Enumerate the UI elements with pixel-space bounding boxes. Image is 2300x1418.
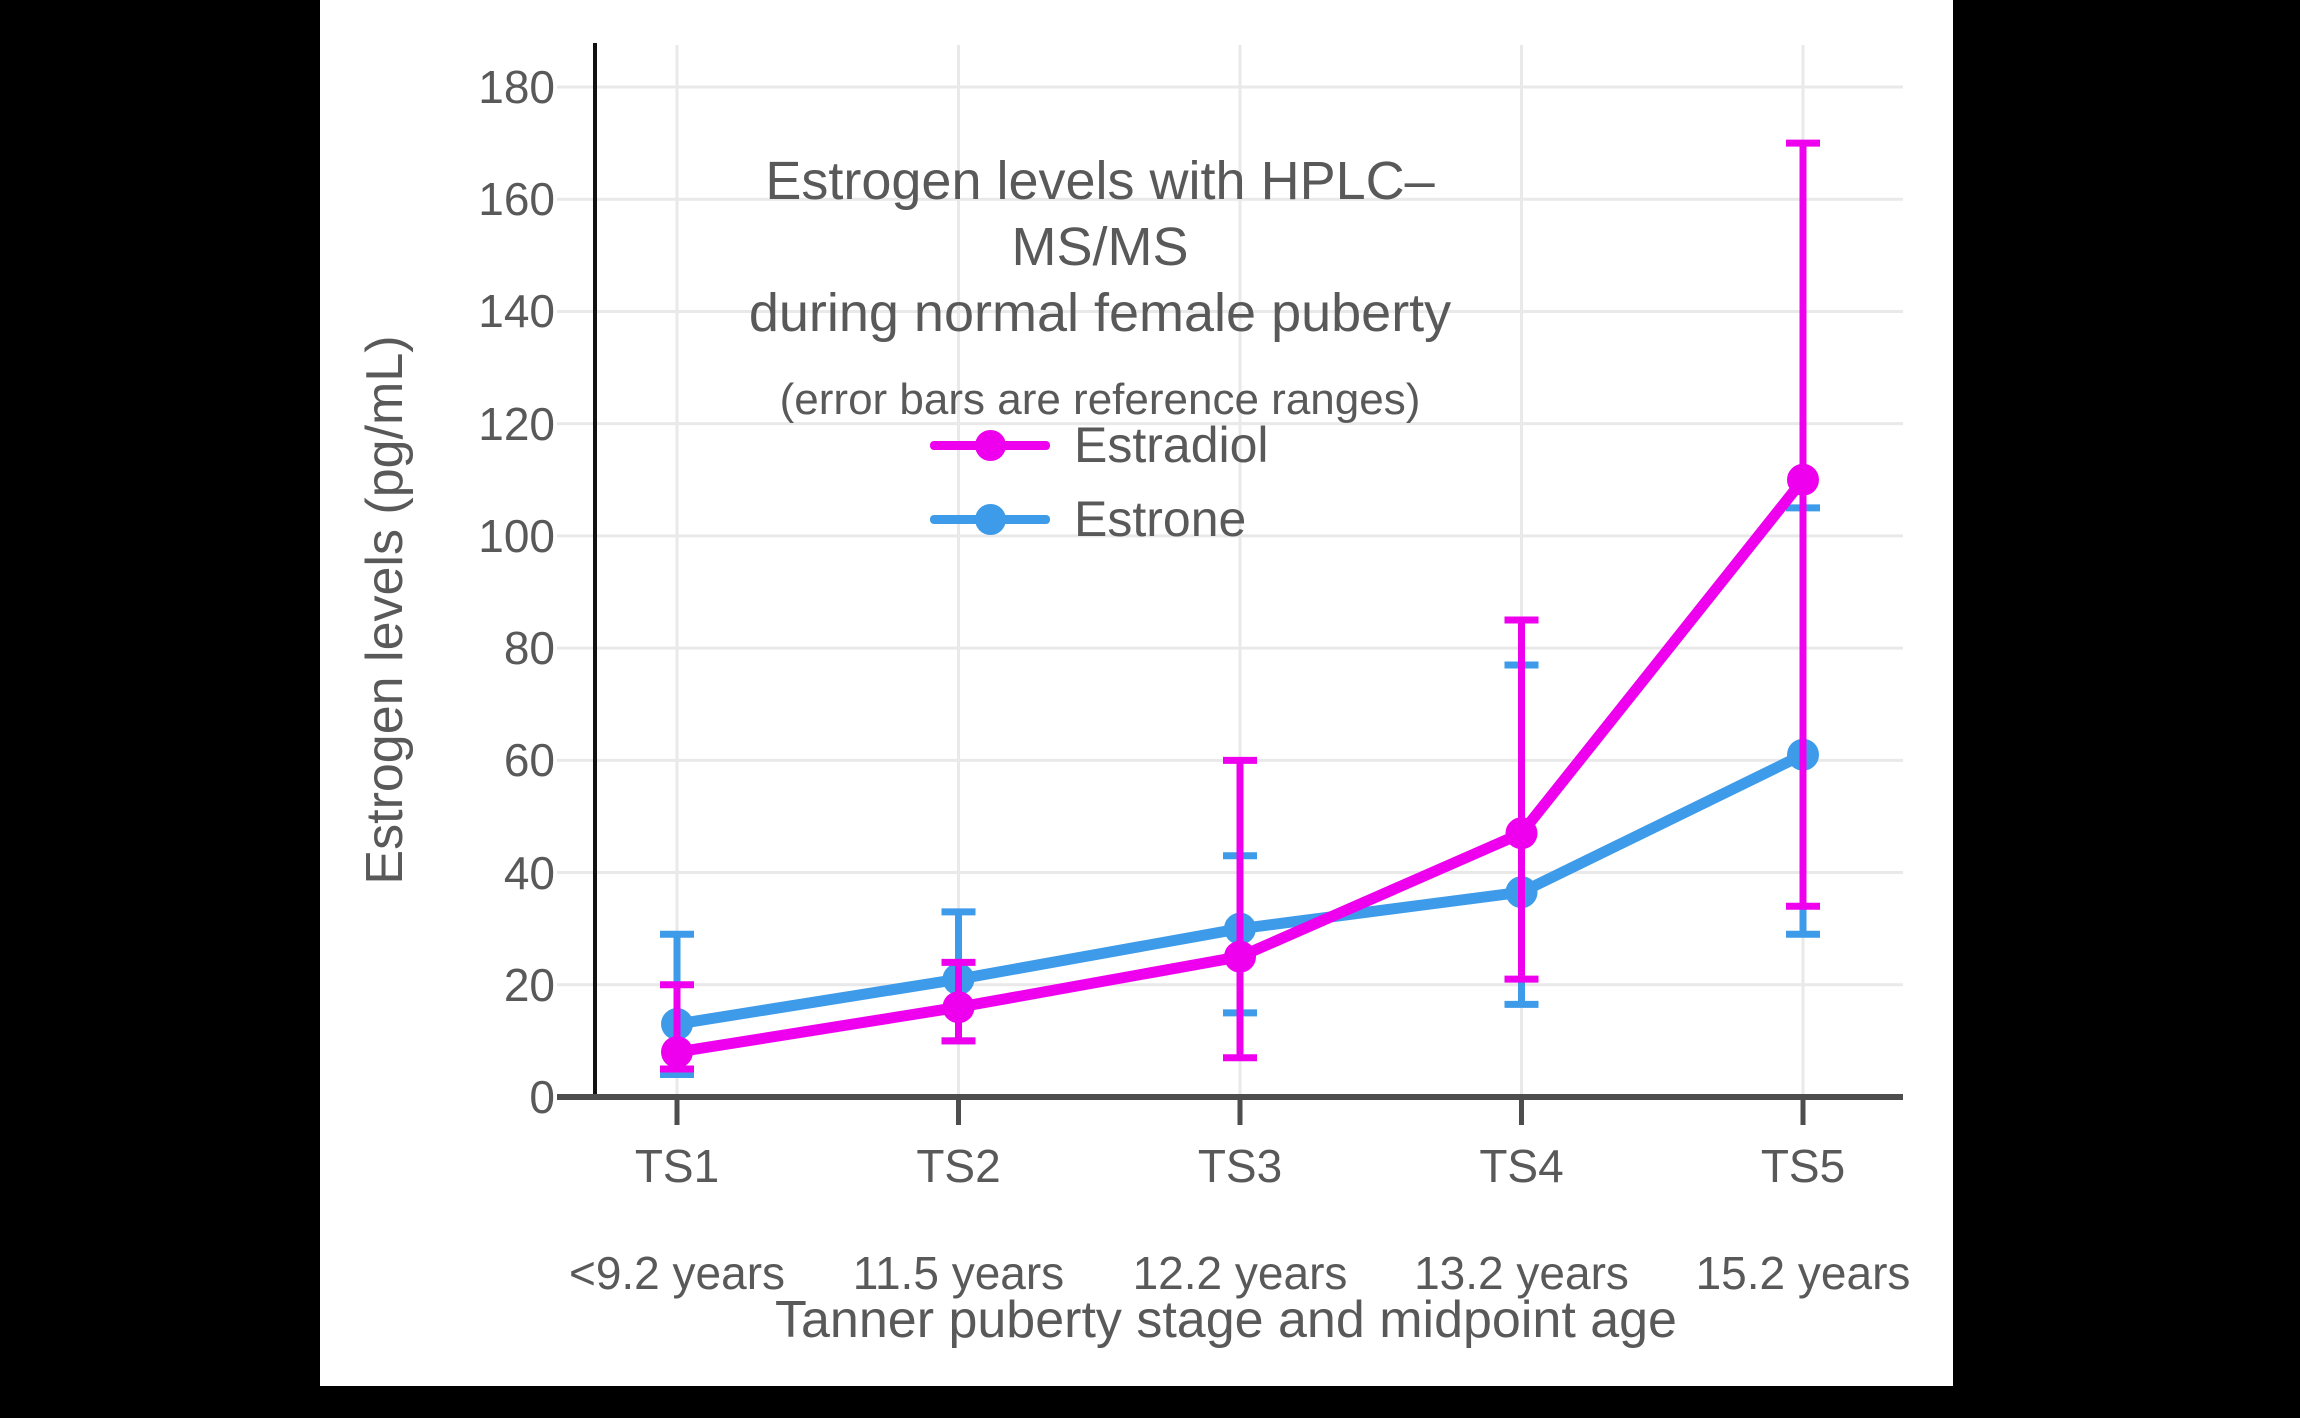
legend-label-estrone: Estrone (1074, 491, 1247, 547)
estrone-legend-swatch (930, 482, 1050, 556)
y-tick-label: 180 (478, 61, 555, 113)
x-tick-age: 13.2 years (1414, 1247, 1629, 1299)
legend-item-estrone[interactable]: Estrone (930, 482, 1269, 556)
y-tick-label: 120 (478, 397, 555, 450)
x-tick-stage: TS1 (634, 1140, 720, 1192)
x-tick-stage: TS3 (1197, 1140, 1283, 1192)
chart-panel: Estrogen levels (pg/mL) Estrogen levels … (320, 0, 1953, 1386)
estradiol-marker-icon (975, 430, 1006, 461)
x-tick-label: TS5 15.2 years (1653, 1140, 1953, 1299)
y-tick-label: 100 (478, 509, 555, 562)
y-tick-label: 80 (503, 622, 555, 675)
legend: Estradiol Estrone (930, 408, 1269, 556)
estradiol-marker[interactable] (942, 991, 975, 1024)
y-tick-label: 60 (503, 734, 555, 787)
x-tick-age: <9.2 years (568, 1247, 786, 1299)
y-tick-label: 20 (503, 958, 555, 1011)
x-tick-label: TS1 <9.2 years (527, 1140, 827, 1299)
x-tick-age: 12.2 years (1132, 1247, 1348, 1299)
estradiol-marker[interactable] (661, 1036, 693, 1069)
x-tick-age: 15.2 years (1695, 1247, 1911, 1299)
y-tick-label: 0 (529, 1071, 555, 1123)
x-tick-label: TS3 12.2 years (1090, 1140, 1390, 1299)
estradiol-legend-swatch (930, 408, 1050, 482)
x-tick-stage: TS5 (1760, 1140, 1846, 1192)
estradiol-marker[interactable] (1505, 817, 1538, 850)
y-tick-label: 40 (503, 846, 555, 899)
x-tick-label: TS2 11.5 years (809, 1140, 1109, 1299)
legend-label-estradiol: Estradiol (1074, 417, 1269, 473)
x-tick-stage: TS2 (916, 1140, 1001, 1192)
x-tick-age: 11.5 years (852, 1247, 1065, 1299)
x-tick-stage: TS4 (1479, 1140, 1564, 1192)
x-tick-label: TS4 13.2 years (1372, 1140, 1672, 1299)
estrone-marker-icon (975, 504, 1006, 535)
chart-plot-area (557, 43, 1903, 1125)
legend-item-estradiol[interactable]: Estradiol (930, 408, 1269, 482)
estradiol-marker[interactable] (1224, 940, 1256, 973)
y-tick-label: 160 (478, 173, 555, 226)
x-axis-title: Tanner puberty stage and midpoint age (775, 1291, 1677, 1349)
y-tick-label: 140 (478, 285, 555, 338)
estradiol-marker[interactable] (1787, 463, 1819, 496)
